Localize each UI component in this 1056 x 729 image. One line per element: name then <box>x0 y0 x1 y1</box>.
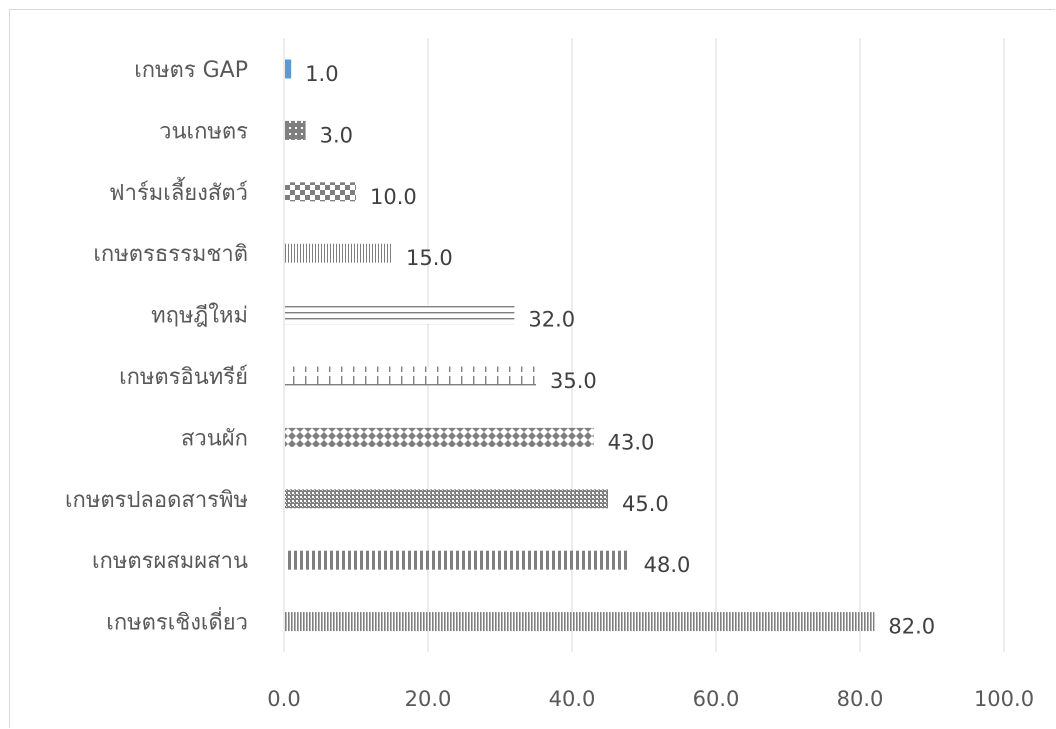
category-label: วนเกษตร <box>159 119 248 144</box>
chart-frame <box>9 9 1055 728</box>
x-tick-label: 40.0 <box>549 687 596 711</box>
bar <box>285 59 292 79</box>
data-label: 43.0 <box>608 430 655 454</box>
category-label: เกษตรผสมผสาน <box>92 549 248 574</box>
bar <box>285 243 392 263</box>
x-tick-label: 0.0 <box>267 687 300 711</box>
data-label: 82.0 <box>888 615 935 639</box>
category-label: ทฤษฎีใหม่ <box>151 303 248 329</box>
category-label: เกษตรเชิงเดี่ยว <box>106 607 248 636</box>
data-label: 1.0 <box>305 62 338 86</box>
data-label: 45.0 <box>622 492 669 516</box>
bar <box>285 305 515 325</box>
x-tick-label: 60.0 <box>693 687 740 711</box>
data-label: 10.0 <box>370 185 417 209</box>
category-label: เกษตรปลอดสารพิษ <box>65 488 248 513</box>
data-label: 15.0 <box>406 246 453 270</box>
x-tick-label: 80.0 <box>837 687 884 711</box>
bar <box>285 427 594 447</box>
category-label: เกษตร GAP <box>134 58 248 83</box>
x-tick-label: 100.0 <box>974 687 1034 711</box>
category-label: เกษตรอินทรีย์ <box>119 365 248 390</box>
bar <box>285 489 608 509</box>
category-label: ฟาร์มเลี้ยงสัตว์ <box>109 177 248 206</box>
bar <box>285 120 306 140</box>
bar <box>285 182 356 202</box>
bar <box>285 612 875 632</box>
category-label: เกษตรธรรมชาติ <box>93 242 248 267</box>
data-label: 32.0 <box>528 308 575 332</box>
data-label: 48.0 <box>644 553 691 577</box>
data-label: 3.0 <box>320 123 353 147</box>
category-label: สวนผัก <box>181 426 248 451</box>
bar <box>285 366 536 386</box>
bar <box>285 550 630 570</box>
data-label: 35.0 <box>550 369 597 393</box>
x-tick-label: 20.0 <box>405 687 452 711</box>
